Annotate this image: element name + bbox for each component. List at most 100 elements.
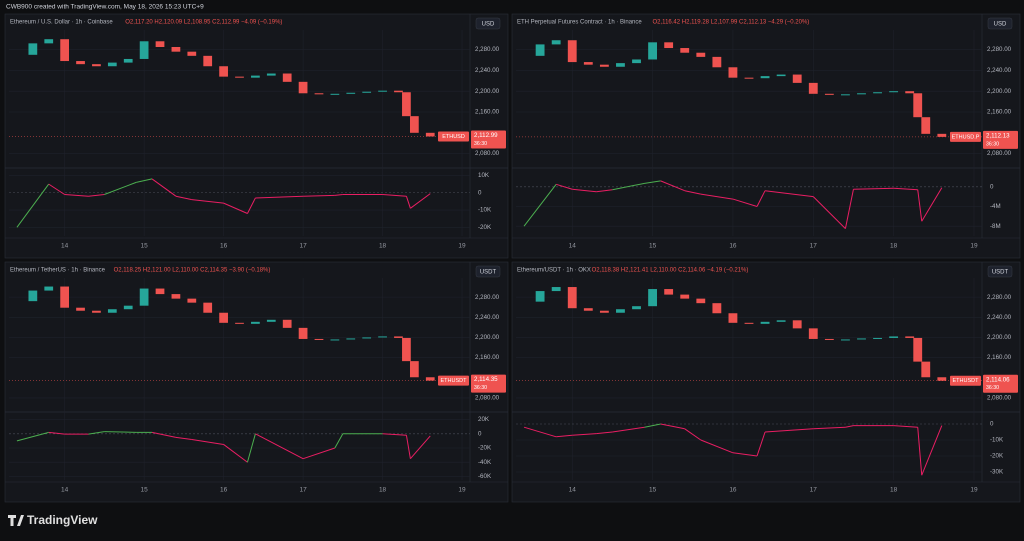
candle (378, 336, 387, 338)
oscillator-segment (16, 183, 50, 228)
candle (139, 41, 149, 59)
candle (728, 313, 738, 323)
y-tick-label: 2,280.00 (475, 46, 500, 53)
candle (107, 309, 117, 313)
candle (583, 62, 593, 65)
oscillator-segment (700, 193, 734, 200)
oscillator-segment (223, 444, 248, 463)
ohlc-values: O2,116.42 H2,119.28 L2,107.99 C2,112.13 … (653, 20, 810, 26)
symbol-tag-text: ETHUSDT (441, 378, 468, 384)
oscillator-segment (556, 434, 573, 438)
candle (203, 302, 213, 313)
candle (567, 287, 577, 309)
candle (599, 64, 609, 67)
oscillator-segment (813, 426, 846, 430)
price-tag (471, 374, 506, 393)
candle (824, 93, 834, 95)
oscillator-segment (644, 180, 661, 184)
candle (857, 338, 866, 340)
currency-box (475, 265, 501, 278)
x-tick-label: 19 (970, 487, 978, 494)
x-tick-label: 14 (569, 487, 577, 494)
oscillator-segment (246, 433, 256, 463)
candle (282, 73, 292, 82)
oscillator-segment (191, 199, 224, 204)
price-tag-value: 2,112.13 (986, 133, 1010, 140)
oscillator-segment (917, 427, 923, 476)
oscillator-segment (151, 178, 177, 197)
x-tick-label: 14 (61, 243, 69, 250)
candle (873, 92, 882, 94)
candle (567, 40, 577, 63)
candle (857, 93, 866, 95)
x-tick-label: 19 (970, 243, 978, 250)
candle (171, 294, 181, 299)
candle (155, 41, 165, 47)
oscillator-segment (334, 193, 343, 196)
osc-tick-label: -30K (990, 469, 1004, 476)
x-tick-label: 15 (649, 243, 657, 250)
candle (535, 44, 545, 56)
oscillator-segment (756, 190, 766, 207)
panel-background (511, 261, 1021, 503)
oscillator-segment (405, 196, 411, 209)
osc-tick-label: 10K (478, 172, 490, 179)
oscillator-segment (88, 193, 105, 197)
oscillator-segment (917, 189, 923, 222)
x-tick-label: 18 (379, 487, 387, 494)
candle (889, 336, 899, 338)
oscillator-segment (596, 189, 613, 193)
oscillator-segment (382, 433, 407, 436)
y-tick-label: 2,240.00 (475, 67, 500, 74)
candle (402, 92, 411, 117)
candle (251, 75, 260, 78)
x-tick-label: 16 (220, 243, 228, 250)
x-tick-label: 17 (810, 487, 818, 494)
price-tag (983, 130, 1018, 149)
x-tick-label: 18 (890, 487, 898, 494)
x-tick-label: 16 (729, 487, 737, 494)
candle (913, 337, 923, 362)
candle (92, 64, 101, 67)
oscillator-segment (660, 180, 685, 192)
candle (76, 61, 85, 65)
chart-panel: ETH Perpetual Futures Contract · 1h · Bi… (511, 13, 1021, 259)
candle (44, 39, 54, 44)
oscillator-segment (334, 433, 344, 449)
oscillator-segment (684, 428, 702, 441)
symbol-tag-text: ETHUSD (442, 134, 465, 140)
candle (696, 298, 706, 304)
candle (599, 310, 609, 313)
candle (60, 39, 70, 62)
candle (362, 337, 372, 339)
candle (648, 289, 658, 307)
oscillator-segment (16, 431, 49, 442)
candle (187, 51, 197, 56)
y-tick-label: 2,280.00 (475, 294, 500, 301)
osc-tick-label: -20K (478, 445, 492, 452)
candle (616, 309, 625, 313)
candle (905, 336, 915, 338)
y-tick-label: 2,080.00 (475, 150, 500, 157)
currency-box (475, 17, 501, 30)
candle (551, 40, 561, 45)
chart-panel: Ethereum / TetherUS · 1h · Binance O2,118… (4, 261, 509, 503)
osc-tick-label: -4M (990, 203, 1001, 210)
symbol-tag-text: ETHUSD.P (952, 134, 980, 140)
panel-background (4, 13, 509, 259)
x-tick-label: 19 (458, 487, 466, 494)
oscillator-segment (612, 426, 645, 433)
chart-panel: Ethereum/USDT · 1h · OKX O2,118.38 H2,121… (511, 261, 1021, 503)
oscillator-segment (382, 193, 407, 197)
candle (314, 93, 324, 95)
oscillator-segment (136, 178, 153, 183)
chart-title: Ethereum / TetherUS · 1h · Binance (10, 268, 106, 274)
candle (583, 308, 593, 311)
x-tick-label: 14 (569, 243, 577, 250)
candle (712, 56, 722, 68)
oscillator-segment (853, 187, 894, 190)
candle (251, 321, 260, 324)
candle (28, 43, 38, 55)
oscillator-segment (88, 431, 105, 435)
candle (913, 93, 923, 118)
